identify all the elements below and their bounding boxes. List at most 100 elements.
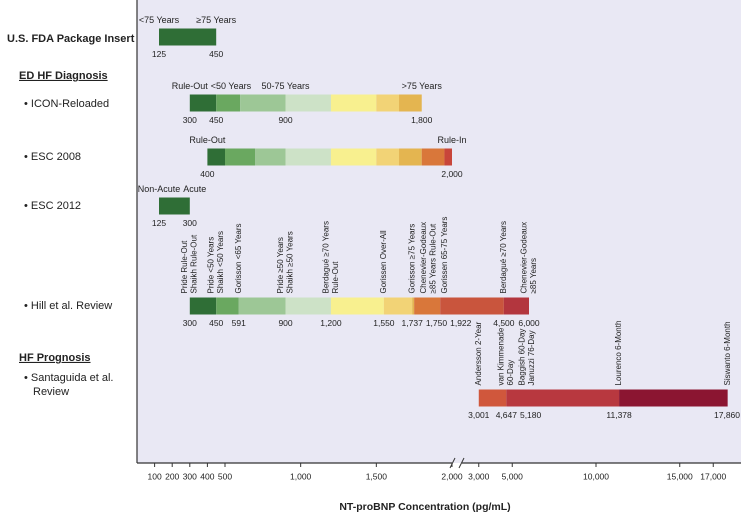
band — [255, 148, 286, 166]
threshold-label: 1,750 — [426, 318, 448, 328]
axis-break — [458, 457, 465, 469]
x-tick-label: 10,000 — [583, 471, 609, 481]
band — [619, 389, 728, 407]
band — [383, 297, 413, 315]
band — [238, 297, 286, 315]
threshold-name: Pride <50 Years — [207, 237, 216, 294]
threshold-name: 50-75 Years — [262, 81, 311, 91]
row-label: U.S. FDA Package Insert — [7, 33, 135, 45]
threshold-label: 1,922 — [450, 318, 472, 328]
threshold-name: Rule-Out — [189, 135, 226, 145]
band — [189, 94, 217, 112]
threshold-name: 60-Day — [506, 360, 515, 386]
band — [189, 297, 217, 315]
threshold-name: Baggish 60-Day — [518, 329, 527, 386]
threshold-label: 125 — [152, 218, 166, 228]
x-tick-label: 5,000 — [502, 471, 524, 481]
x-tick-label: 17,000 — [700, 471, 726, 481]
threshold-label: 5,180 — [520, 410, 542, 420]
band — [376, 94, 400, 112]
threshold-label: 300 — [183, 318, 197, 328]
plot-background — [137, 0, 741, 463]
row-label: • Hill et al. Review — [24, 300, 112, 312]
band — [216, 297, 239, 315]
threshold-label: 450 — [209, 318, 223, 328]
band — [440, 297, 504, 315]
x-tick-label: 100 — [148, 471, 162, 481]
band — [159, 28, 217, 46]
threshold-name: <75 Years — [139, 15, 180, 25]
row-label: • ESC 2008 — [24, 151, 81, 163]
x-tick-label: 2,000 — [441, 471, 463, 481]
x-tick-label: 15,000 — [667, 471, 693, 481]
band — [330, 148, 377, 166]
threshold-name: ≥85 Years Rule-Out — [428, 223, 437, 294]
threshold-name: <50 Years — [211, 81, 252, 91]
row-label: • ICON-Reloaded — [24, 98, 109, 110]
threshold-name: Gorissen Over-All — [379, 230, 388, 293]
threshold-label: 1,200 — [320, 318, 342, 328]
threshold-label: 450 — [209, 49, 223, 59]
x-tick-label: 200 — [165, 471, 179, 481]
threshold-name: Shaikh ≥50 Years — [285, 231, 294, 293]
threshold-name: Pride Rule-Out — [180, 240, 189, 294]
threshold-name: Gorisson ≥75 Years — [407, 224, 416, 294]
band — [240, 94, 286, 112]
x-tick-label: 1,000 — [290, 471, 312, 481]
section-heading: ED HF Diagnosis — [19, 70, 108, 82]
threshold-name: ≥75 Years — [196, 15, 236, 25]
row-label: • ESC 2012 — [24, 200, 81, 212]
threshold-label: 1,550 — [373, 318, 395, 328]
band — [216, 94, 241, 112]
row-label: Review — [33, 386, 69, 398]
x-tick-label: 3,000 — [468, 471, 490, 481]
threshold-label: 1,737 — [402, 318, 424, 328]
threshold-name: Rule-Out — [331, 261, 340, 294]
x-tick-label: 400 — [200, 471, 214, 481]
threshold-name: Gorisson <65 Years — [234, 223, 243, 293]
x-tick-label: 1,500 — [366, 471, 388, 481]
threshold-label: 11,378 — [606, 410, 632, 420]
band — [421, 148, 445, 166]
band — [285, 94, 331, 112]
threshold-label: 4,647 — [496, 410, 518, 420]
x-tick-label: 500 — [218, 471, 232, 481]
threshold-name: Andersson 2-Year — [474, 321, 483, 385]
threshold-label: 591 — [232, 318, 246, 328]
threshold-name: Chenevier-Godeaux — [419, 222, 428, 294]
row-label: • Santaguida et al. — [24, 372, 113, 384]
band — [503, 297, 529, 315]
threshold-label: 900 — [278, 318, 292, 328]
threshold-name: Pride ≥50 Years — [276, 237, 285, 293]
threshold-name: Berdagué ≥70 Years — [321, 221, 330, 293]
threshold-label: 900 — [278, 115, 292, 125]
x-tick-label: 300 — [183, 471, 197, 481]
band — [399, 148, 422, 166]
band — [330, 94, 377, 112]
band — [225, 148, 256, 166]
band — [444, 148, 452, 166]
threshold-label: 300 — [183, 115, 197, 125]
threshold-label: 2,000 — [441, 169, 463, 179]
threshold-name: Januzzi 76-Day — [527, 330, 536, 385]
threshold-name: Chenevier-Godeaux — [519, 222, 528, 294]
threshold-name: Shaikh Rule-Out — [190, 234, 199, 293]
threshold-label: 6,000 — [518, 318, 540, 328]
threshold-label: 17,860 — [714, 410, 740, 420]
threshold-name: van Kimmenade — [497, 327, 506, 385]
threshold-name: Berdagué ≥70 Years — [499, 221, 508, 293]
threshold-name: Rule-In — [437, 135, 466, 145]
band — [399, 94, 422, 112]
threshold-label: 125 — [152, 49, 166, 59]
threshold-label: 1,800 — [411, 115, 433, 125]
band — [506, 389, 620, 407]
threshold-label: 450 — [209, 115, 223, 125]
threshold-name: Gorissen 65-75 Years — [440, 217, 449, 294]
band — [285, 297, 331, 315]
threshold-name: Siswanto 6-Month — [723, 321, 732, 385]
threshold-name: Lourenco 6-Month — [614, 321, 623, 386]
threshold-name: Shaikh <50 Years — [216, 231, 225, 294]
threshold-label: 3,001 — [468, 410, 490, 420]
threshold-label: 400 — [200, 169, 214, 179]
